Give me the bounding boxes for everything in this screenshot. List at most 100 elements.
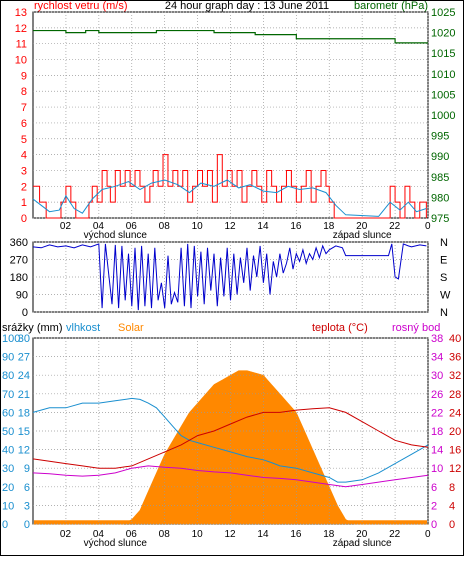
dew-label: rosný bod <box>392 322 440 334</box>
x-tick-label: 22 <box>389 221 401 232</box>
tick-label-baro: 1020 <box>431 28 455 40</box>
tick-label-baro: 1010 <box>431 69 455 81</box>
tick-label-wind: 13 <box>15 7 27 19</box>
panel-wind-baro: 0123456789101112139759809859909951000100… <box>15 7 456 241</box>
dew-tick-label: 10 <box>431 463 443 475</box>
temp-tick-label: 20 <box>449 426 461 438</box>
rain-tick-label: 70 <box>2 389 14 401</box>
dew-tick-label: 0 <box>431 519 437 531</box>
humidity-tick-label: 15 <box>18 426 30 438</box>
compass-label: S <box>440 272 447 284</box>
direction-tick-label: 360 <box>10 237 28 249</box>
dew-tick-label: 30 <box>431 370 443 382</box>
wind-axis-label: rychlost vetru (m/s) <box>34 0 128 12</box>
x-tick-label: 02 <box>60 529 72 540</box>
dew-tick-label: 26 <box>431 389 443 401</box>
tick-label-baro: 990 <box>431 151 449 163</box>
x-tick-label: 04 <box>93 529 105 540</box>
tick-label-baro: 1015 <box>431 48 455 60</box>
tick-label-wind: 9 <box>21 70 27 82</box>
dew-tick-label: 38 <box>431 333 443 345</box>
humidity-tick-label: 18 <box>18 407 30 419</box>
sunset-label: západ slunce <box>333 230 392 241</box>
rain-tick-label: 30 <box>2 463 14 475</box>
x-tick-label: 06 <box>126 221 138 232</box>
tick-label-wind: 2 <box>21 181 27 193</box>
rain-tick-label: 0 <box>2 519 8 531</box>
tick-label-wind: 6 <box>21 118 27 130</box>
temp-tick-label: 16 <box>449 445 461 457</box>
dew-tick-label: 22 <box>431 407 443 419</box>
tick-label-wind: 5 <box>21 134 27 146</box>
tick-label-baro: 995 <box>431 131 449 143</box>
x-tick-label: 18 <box>323 221 335 232</box>
humidity-tick-label: 3 <box>24 500 30 512</box>
x-tick-label: 12 <box>225 529 237 540</box>
x-tick-label: 02 <box>60 221 72 232</box>
direction-tick-label: 270 <box>10 255 28 267</box>
humidity-tick-label: 0 <box>24 519 30 531</box>
humidity-tick-label: 30 <box>18 333 30 345</box>
dew-tick-label: 18 <box>431 426 443 438</box>
rain-axis-label: srážky (mm) <box>2 322 63 334</box>
compass-label: E <box>440 255 447 267</box>
sunrise-label: východ slunce <box>84 230 148 241</box>
x-tick-label: 20 <box>356 529 368 540</box>
temp-tick-label: 12 <box>449 463 461 475</box>
temp-tick-label: 8 <box>449 482 455 494</box>
tick-label-wind: 11 <box>16 39 27 51</box>
temp-tick-label: 32 <box>449 370 461 382</box>
dew-tick-label: 34 <box>431 352 443 364</box>
tick-label-baro: 980 <box>431 192 449 204</box>
tick-label-wind: 12 <box>15 23 27 35</box>
humidity-label: vlhkost <box>66 322 100 334</box>
baro-axis-label: barometr (hPa) <box>354 0 428 12</box>
temp-tick-label: 40 <box>449 333 461 345</box>
rain-tick-label: 40 <box>2 445 14 457</box>
series-temperature <box>32 407 429 469</box>
series-dew-point <box>32 465 429 488</box>
series-wind-direction <box>32 243 427 311</box>
dew-tick-label: 14 <box>431 445 443 457</box>
tick-label-wind: 7 <box>21 102 27 114</box>
rain-tick-label: 10 <box>2 500 14 512</box>
plot-area-direction <box>32 241 429 313</box>
tick-label-wind: 0 <box>21 213 27 225</box>
temp-tick-label: 36 <box>449 352 461 364</box>
direction-tick-label: 0 <box>22 307 28 319</box>
x-tick-label: 16 <box>290 529 302 540</box>
humidity-tick-label: 9 <box>24 463 30 475</box>
series-rain <box>34 520 427 524</box>
humidity-tick-label: 21 <box>18 389 30 401</box>
series-solar <box>33 370 428 525</box>
tick-label-baro: 985 <box>431 172 449 184</box>
x-tick-label: 18 <box>323 529 335 540</box>
rain-tick-label: 20 <box>2 482 14 494</box>
humidity-tick-label: 24 <box>18 370 30 382</box>
chart-title: 24 hour graph day : 13 June 2011 <box>165 0 329 12</box>
temp-tick-label: 28 <box>449 389 461 401</box>
x-tick-label: 20 <box>356 221 368 232</box>
direction-tick-label: 90 <box>16 290 28 302</box>
solar-label: Solar <box>118 322 144 334</box>
x-tick-label: 14 <box>257 221 269 232</box>
x-tick-label: 10 <box>192 221 204 232</box>
temp-tick-label: 24 <box>449 407 461 419</box>
x-tick-label: 0 <box>425 529 431 540</box>
rain-tick-label: 100 <box>2 333 20 345</box>
x-tick-label: 14 <box>257 529 269 540</box>
x-tick-label: 06 <box>126 529 138 540</box>
sunset-label: západ slunce <box>333 538 392 549</box>
dew-tick-label: 6 <box>431 482 437 494</box>
dew-tick-label: 2 <box>431 500 437 512</box>
compass-label: N <box>440 307 448 319</box>
humidity-tick-label: 27 <box>18 352 30 364</box>
series-barometer <box>33 29 428 44</box>
tick-label-baro: 1005 <box>431 89 455 101</box>
x-tick-label: 10 <box>192 529 204 540</box>
x-tick-label: 0 <box>425 221 431 232</box>
